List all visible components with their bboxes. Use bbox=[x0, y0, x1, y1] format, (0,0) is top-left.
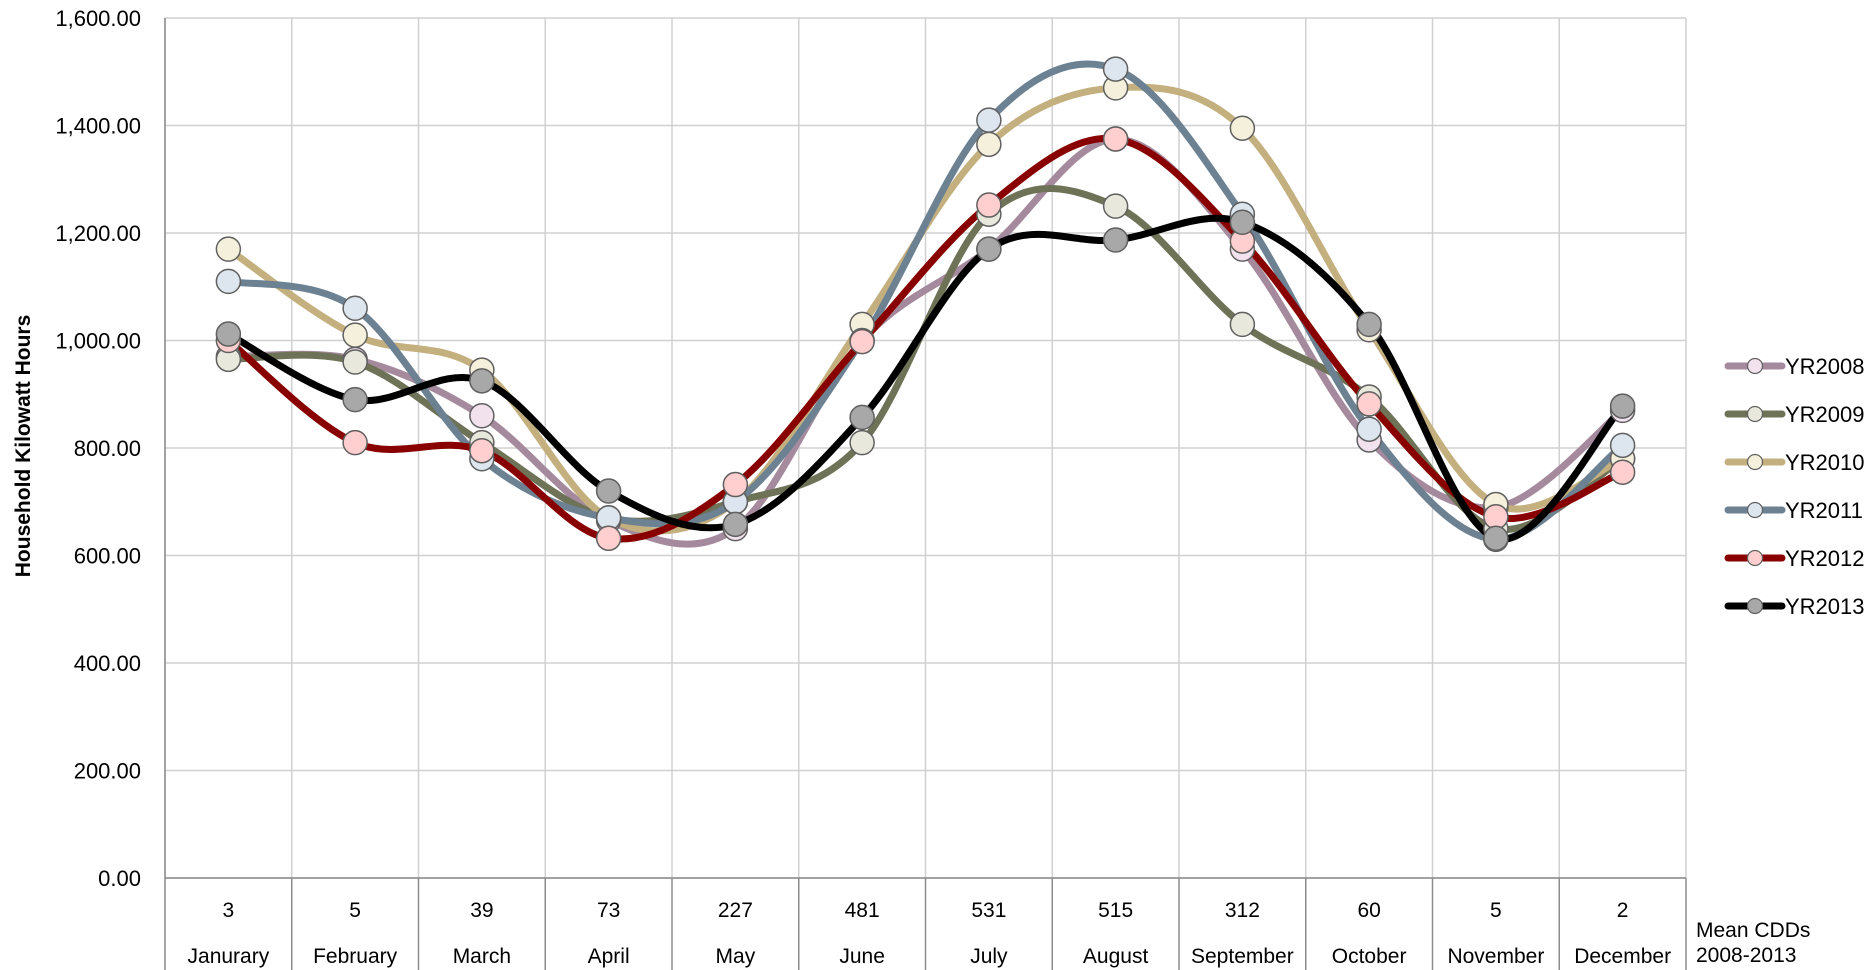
legend-label-yr2013: YR2013 bbox=[1785, 594, 1865, 619]
month-label: November bbox=[1447, 945, 1544, 968]
data-point-yr2010 bbox=[1229, 115, 1256, 141]
cdd-row-label: Mean CDDs bbox=[1696, 919, 1810, 942]
data-point-yr2012 bbox=[1356, 391, 1382, 417]
cdd-value-label: 73 bbox=[597, 899, 620, 922]
month-label: Janurary bbox=[188, 945, 270, 968]
month-label: February bbox=[313, 945, 398, 968]
data-point-yr2012 bbox=[595, 525, 622, 552]
data-point-yr2010 bbox=[976, 131, 1002, 158]
month-label: April bbox=[588, 945, 630, 968]
data-point-yr2013 bbox=[722, 511, 749, 538]
legend-label-yr2012: YR2012 bbox=[1785, 546, 1865, 571]
axis-layer bbox=[164, 18, 1687, 970]
legend-label-yr2008: YR2008 bbox=[1785, 354, 1865, 379]
month-label: May bbox=[716, 945, 756, 968]
data-point-yr2009 bbox=[1102, 193, 1129, 219]
legend-marker-yr2012 bbox=[1746, 549, 1764, 567]
month-label: March bbox=[453, 945, 511, 968]
data-point-yr2013 bbox=[1609, 393, 1636, 419]
legend-marker-yr2010 bbox=[1746, 453, 1764, 471]
data-point-yr2008 bbox=[469, 403, 495, 429]
cdd-value-label: 312 bbox=[1225, 899, 1260, 922]
data-point-yr2012 bbox=[342, 429, 368, 456]
legend-marker-yr2013 bbox=[1746, 597, 1764, 615]
data-point-yr2011 bbox=[342, 295, 368, 321]
data-point-yr2009 bbox=[1229, 311, 1256, 338]
cdd-value-label: 3 bbox=[223, 899, 235, 922]
cdd-value-label: 5 bbox=[1490, 899, 1502, 922]
y-tick-label: 1,200.00 bbox=[55, 221, 141, 246]
legend-label-yr2010: YR2010 bbox=[1785, 450, 1865, 475]
month-label: September bbox=[1191, 945, 1294, 968]
data-point-yr2011 bbox=[976, 107, 1002, 133]
data-point-yr2011 bbox=[1609, 432, 1636, 459]
data-point-yr2013 bbox=[976, 236, 1002, 262]
y-tick-label: 0.00 bbox=[98, 866, 141, 891]
legend-marker-yr2008 bbox=[1746, 357, 1764, 375]
cdd-value-label: 5 bbox=[349, 899, 361, 922]
month-label: July bbox=[970, 945, 1008, 968]
data-point-yr2013 bbox=[215, 321, 242, 347]
cdd-value-label: 481 bbox=[845, 899, 880, 922]
month-label: October bbox=[1332, 945, 1407, 968]
data-point-yr2012 bbox=[1609, 459, 1636, 485]
data-point-yr2013 bbox=[1102, 227, 1129, 253]
legend-label-yr2009: YR2009 bbox=[1785, 402, 1865, 427]
legend-marker-yr2009 bbox=[1746, 405, 1764, 423]
data-point-yr2009 bbox=[342, 349, 368, 375]
marker-layer bbox=[215, 56, 1636, 553]
y-tick-label: 1,400.00 bbox=[55, 114, 141, 139]
cdd-value-label: 227 bbox=[718, 899, 753, 922]
data-point-yr2010 bbox=[215, 236, 242, 262]
data-point-yr2013 bbox=[1483, 525, 1509, 552]
legend: YR2008 YR2009 YR2010 YR2011 YR2012 YR2013 bbox=[1724, 354, 1865, 619]
legend-label-yr2011: YR2011 bbox=[1785, 498, 1863, 523]
y-axis-title: Household Kilowatt Hours bbox=[12, 315, 35, 578]
cdd-value-label: 2 bbox=[1617, 899, 1629, 922]
month-label: June bbox=[839, 945, 885, 968]
data-point-yr2013 bbox=[1356, 311, 1382, 338]
data-point-yr2012 bbox=[722, 471, 749, 498]
data-point-yr2011 bbox=[1356, 416, 1382, 442]
data-point-yr2013 bbox=[849, 404, 875, 431]
data-point-yr2012 bbox=[1102, 126, 1129, 152]
cdd-value-label: 60 bbox=[1357, 899, 1380, 922]
data-point-yr2012 bbox=[1483, 504, 1509, 530]
y-tick-label: 400.00 bbox=[74, 651, 141, 676]
y-tick-label: 1,000.00 bbox=[55, 329, 141, 354]
data-point-yr2009 bbox=[849, 429, 875, 456]
y-tick-label: 200.00 bbox=[74, 759, 141, 784]
data-point-yr2011 bbox=[215, 268, 242, 295]
data-point-yr2012 bbox=[469, 437, 495, 464]
cdd-value-label: 531 bbox=[971, 899, 1006, 922]
month-label: August bbox=[1083, 945, 1149, 968]
label-layer: 0.00 200.00 400.00 600.00 800.00 1,000.00 1,20… bbox=[12, 6, 1810, 968]
data-point-yr2011 bbox=[1102, 56, 1129, 82]
cdd-value-label: 39 bbox=[470, 899, 493, 922]
y-tick-label: 800.00 bbox=[74, 436, 141, 461]
month-label: December bbox=[1574, 945, 1671, 968]
data-point-yr2013 bbox=[1229, 209, 1256, 235]
data-point-yr2010 bbox=[342, 322, 368, 348]
data-point-yr2013 bbox=[595, 478, 622, 504]
legend-marker-yr2011 bbox=[1746, 501, 1764, 519]
cdd-row-label: 2008-2013 bbox=[1696, 944, 1796, 967]
y-tick-label: 1,600.00 bbox=[55, 6, 141, 31]
y-tick-label: 600.00 bbox=[74, 544, 141, 569]
data-point-yr2012 bbox=[849, 328, 875, 355]
data-point-yr2013 bbox=[342, 386, 368, 413]
data-point-yr2013 bbox=[469, 368, 495, 394]
cdd-value-label: 515 bbox=[1098, 899, 1133, 922]
data-point-yr2012 bbox=[976, 192, 1002, 218]
